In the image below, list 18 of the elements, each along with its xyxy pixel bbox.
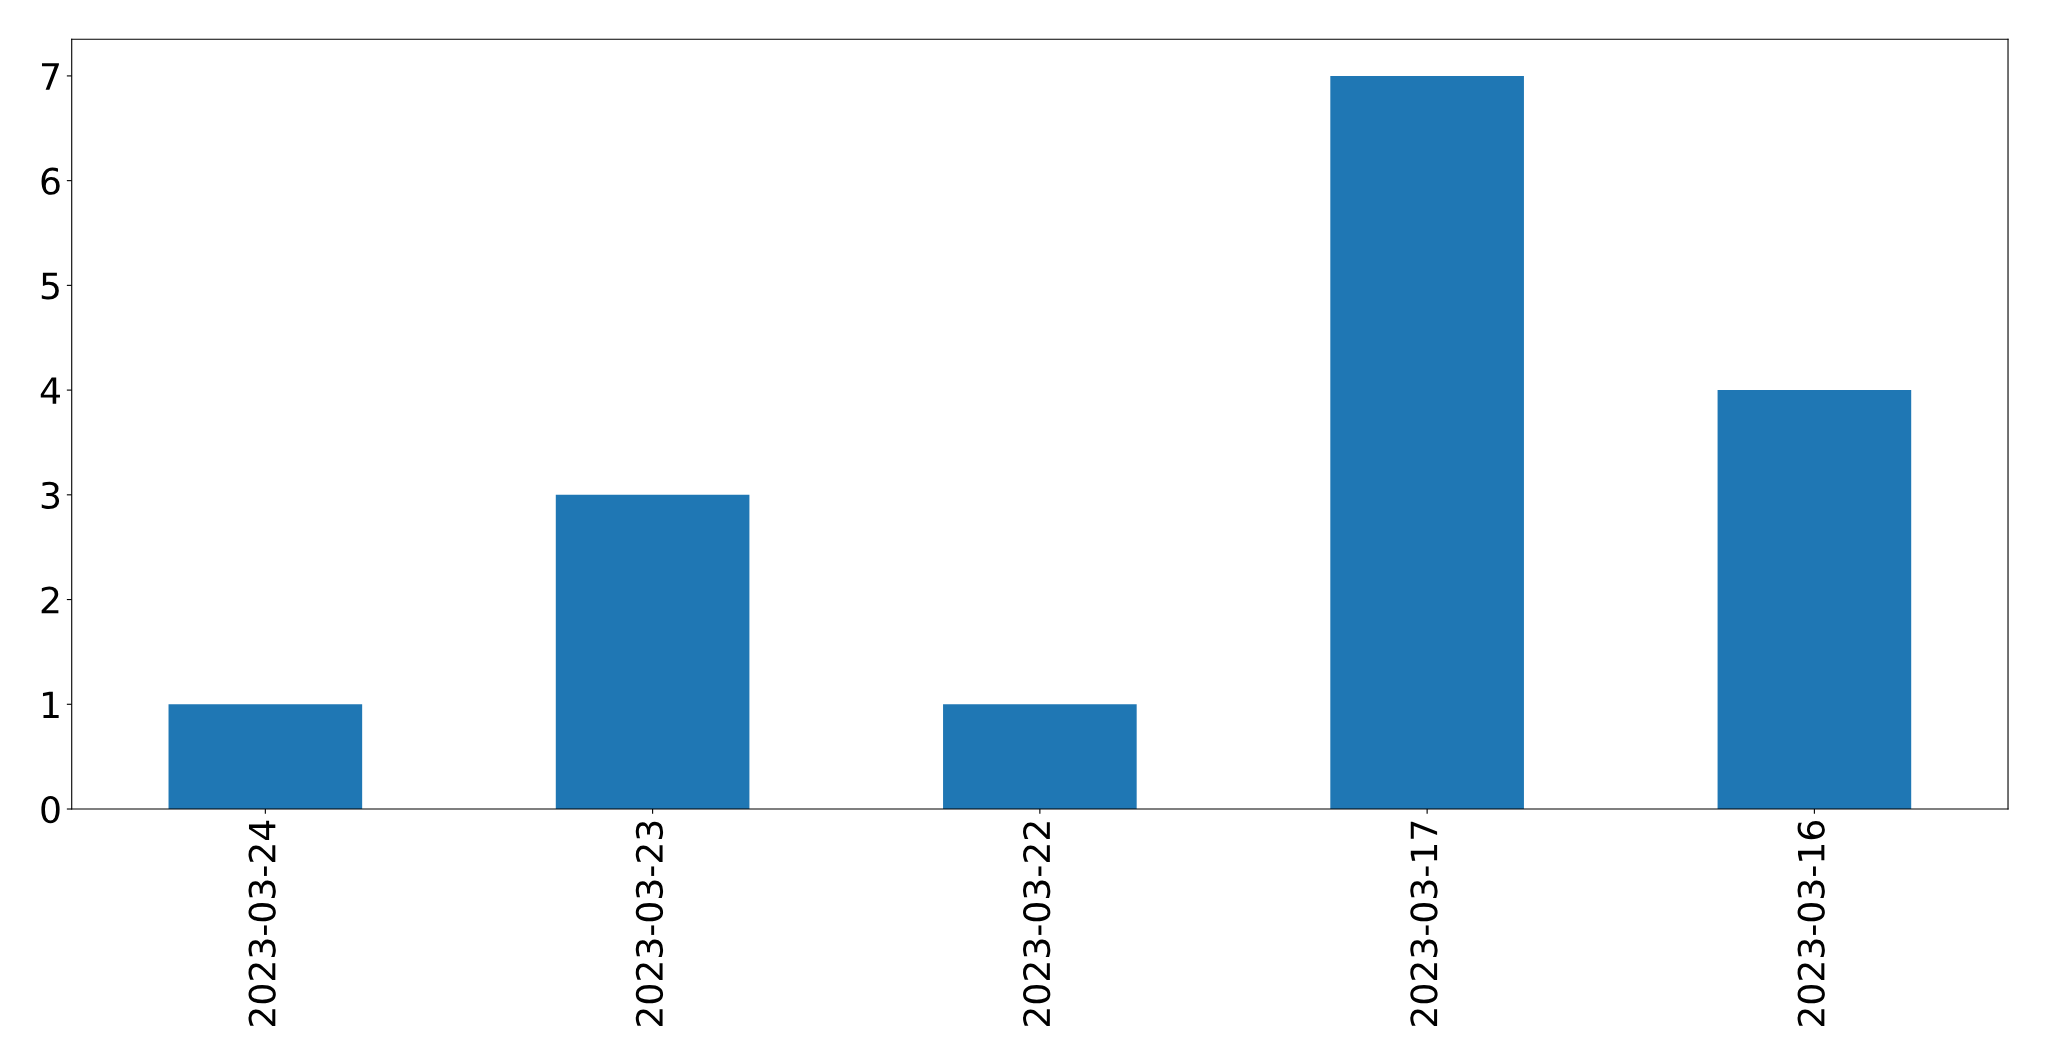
x-tick-label: 2023-03-17 bbox=[1410, 821, 1438, 1026]
y-tick-label: 6 bbox=[41, 167, 60, 195]
bar bbox=[168, 704, 363, 810]
y-tick-label: 1 bbox=[42, 691, 59, 718]
y-tick-label: 2 bbox=[41, 586, 59, 614]
y-tick-label: 3 bbox=[41, 481, 60, 510]
bar bbox=[555, 494, 750, 810]
bar bbox=[1717, 390, 1912, 810]
x-tick-label: 2023-03-24 bbox=[248, 820, 276, 1026]
y-tick-label: 7 bbox=[41, 63, 59, 90]
x-tick-label: 2023-03-22 bbox=[1023, 822, 1051, 1026]
bar bbox=[943, 704, 1137, 810]
y-tick-label: 0 bbox=[41, 795, 60, 824]
bar bbox=[1330, 75, 1524, 810]
x-tick-label: 2023-03-23 bbox=[635, 821, 664, 1026]
x-tick-label: 2023-03-16 bbox=[1797, 821, 1825, 1026]
y-tick-label: 5 bbox=[41, 272, 59, 300]
y-tick-label: 4 bbox=[40, 377, 60, 404]
